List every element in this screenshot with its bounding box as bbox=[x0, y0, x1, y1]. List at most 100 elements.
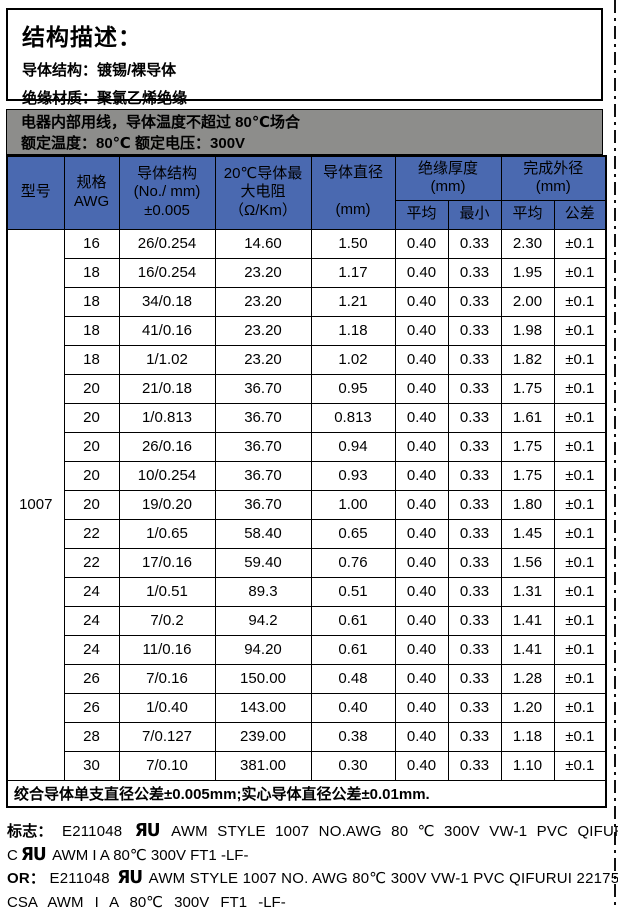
cell-awg: 18 bbox=[64, 345, 119, 374]
cell-od-avg: 1.28 bbox=[501, 664, 554, 693]
cell-resistance: 150.00 bbox=[215, 664, 311, 693]
cell-awg: 22 bbox=[64, 548, 119, 577]
cell-od-tol: ±0.1 bbox=[554, 577, 606, 606]
cell-diameter: 0.95 bbox=[311, 374, 395, 403]
cell-resistance: 36.70 bbox=[215, 461, 311, 490]
cell-od-tol: ±0.1 bbox=[554, 229, 606, 258]
table-row: 30 7/0.10 381.00 0.30 0.40 0.33 1.10 ±0.… bbox=[7, 751, 606, 780]
cell-resistance: 59.40 bbox=[215, 548, 311, 577]
cell-resistance: 239.00 bbox=[215, 722, 311, 751]
marking-label: 标志： bbox=[7, 823, 53, 840]
model-cell: 1007 bbox=[7, 229, 64, 780]
marking-text: AWM STYLE 1007 NO. AWG 80℃ 300V VW-1 PVC… bbox=[149, 870, 618, 887]
cell-diameter: 0.61 bbox=[311, 606, 395, 635]
cell-resistance: 36.70 bbox=[215, 403, 311, 432]
table-row: 20 26/0.16 36.70 0.94 0.40 0.33 1.75 ±0.… bbox=[7, 432, 606, 461]
table-row: 18 16/0.254 23.20 1.17 0.40 0.33 1.95 ±0… bbox=[7, 258, 606, 287]
table-row: 20 21/0.18 36.70 0.95 0.40 0.33 1.75 ±0.… bbox=[7, 374, 606, 403]
col-header-conductor-diameter: 导体直径 (mm) bbox=[311, 156, 395, 229]
table-row: 24 11/0.16 94.20 0.61 0.40 0.33 1.41 ±0.… bbox=[7, 635, 606, 664]
cell-od-avg: 1.20 bbox=[501, 693, 554, 722]
cell-od-tol: ±0.1 bbox=[554, 316, 606, 345]
cell-od-tol: ±0.1 bbox=[554, 606, 606, 635]
cell-awg: 22 bbox=[64, 519, 119, 548]
cell-ins-avg: 0.40 bbox=[395, 635, 448, 664]
cell-od-tol: ±0.1 bbox=[554, 374, 606, 403]
cul-prefix: C bbox=[7, 847, 18, 864]
ul-file-number: E211048 bbox=[49, 870, 109, 887]
usage-info-bar: 电器内部用线，导体温度不超过 80℃场合 额定温度：80℃ 额定电压：300V bbox=[6, 109, 603, 155]
cell-resistance: 23.20 bbox=[215, 258, 311, 287]
cell-od-tol: ±0.1 bbox=[554, 287, 606, 316]
cell-ins-min: 0.33 bbox=[448, 345, 501, 374]
cell-ins-min: 0.33 bbox=[448, 490, 501, 519]
cell-awg: 28 bbox=[64, 722, 119, 751]
cell-od-avg: 2.00 bbox=[501, 287, 554, 316]
ul-recognized-icon: ЯU bbox=[117, 866, 142, 891]
cell-awg: 24 bbox=[64, 635, 119, 664]
cell-od-avg: 1.31 bbox=[501, 577, 554, 606]
cell-diameter: 0.94 bbox=[311, 432, 395, 461]
cell-ins-min: 0.33 bbox=[448, 258, 501, 287]
cell-diameter: 0.65 bbox=[311, 519, 395, 548]
cell-structure: 17/0.16 bbox=[119, 548, 215, 577]
cell-awg: 16 bbox=[64, 229, 119, 258]
cell-od-avg: 1.98 bbox=[501, 316, 554, 345]
cell-ins-avg: 0.40 bbox=[395, 229, 448, 258]
cell-diameter: 1.02 bbox=[311, 345, 395, 374]
ul-file-number: E211048 bbox=[62, 823, 122, 840]
cell-awg: 20 bbox=[64, 432, 119, 461]
table-row: 18 1/1.02 23.20 1.02 0.40 0.33 1.82 ±0.1 bbox=[7, 345, 606, 374]
page-margin-dashed-line bbox=[614, 0, 616, 910]
col-header-max-resistance: 20℃导体最 大电阻 （Ω/Km） bbox=[215, 156, 311, 229]
cell-od-tol: ±0.1 bbox=[554, 693, 606, 722]
cell-ins-avg: 0.40 bbox=[395, 461, 448, 490]
cell-resistance: 36.70 bbox=[215, 432, 311, 461]
cell-ins-avg: 0.40 bbox=[395, 258, 448, 287]
col-header-conductor-structure: 导体结构 (No./ mm) ±0.005 bbox=[119, 156, 215, 229]
cell-ins-min: 0.33 bbox=[448, 432, 501, 461]
cell-ins-avg: 0.40 bbox=[395, 287, 448, 316]
section-title: 结构描述： bbox=[22, 18, 587, 52]
cell-ins-min: 0.33 bbox=[448, 606, 501, 635]
ul-recognized-icon: ЯU bbox=[135, 819, 160, 844]
cell-diameter: 1.17 bbox=[311, 258, 395, 287]
marking-text: AWM STYLE 1007 NO.AWG 80 ℃ 300V VW-1 PVC… bbox=[171, 823, 618, 840]
cell-structure: 26/0.254 bbox=[119, 229, 215, 258]
rating-line: 额定温度：80℃ 额定电压：300V bbox=[21, 133, 588, 154]
table-footnote: 绞合导体单支直径公差±0.005mm;实心导体直径公差±0.01mm. bbox=[7, 780, 606, 807]
cell-ins-avg: 0.40 bbox=[395, 432, 448, 461]
cell-awg: 26 bbox=[64, 664, 119, 693]
cell-resistance: 89.3 bbox=[215, 577, 311, 606]
cell-structure: 34/0.18 bbox=[119, 287, 215, 316]
cell-od-avg: 1.61 bbox=[501, 403, 554, 432]
cell-resistance: 143.00 bbox=[215, 693, 311, 722]
cell-od-tol: ±0.1 bbox=[554, 635, 606, 664]
col-header-insulation-average: 平均 bbox=[395, 200, 448, 229]
cell-diameter: 1.18 bbox=[311, 316, 395, 345]
or-label: OR： bbox=[7, 870, 45, 887]
cell-structure: 7/0.2 bbox=[119, 606, 215, 635]
cell-resistance: 58.40 bbox=[215, 519, 311, 548]
cell-resistance: 36.70 bbox=[215, 490, 311, 519]
table-row: 22 1/0.65 58.40 0.65 0.40 0.33 1.45 ±0.1 bbox=[7, 519, 606, 548]
cell-diameter: 0.38 bbox=[311, 722, 395, 751]
structure-description-box: 结构描述： 导体结构：镀锡/裸导体 绝缘材质：聚氯乙烯绝缘 bbox=[6, 8, 603, 101]
cell-diameter: 0.51 bbox=[311, 577, 395, 606]
cell-diameter: 0.48 bbox=[311, 664, 395, 693]
cell-ins-min: 0.33 bbox=[448, 693, 501, 722]
cell-awg: 18 bbox=[64, 316, 119, 345]
cell-resistance: 23.20 bbox=[215, 345, 311, 374]
cell-od-avg: 1.56 bbox=[501, 548, 554, 577]
table-row: 18 34/0.18 23.20 1.21 0.40 0.33 2.00 ±0.… bbox=[7, 287, 606, 316]
cell-od-avg: 1.82 bbox=[501, 345, 554, 374]
cell-od-avg: 1.75 bbox=[501, 432, 554, 461]
cell-structure: 10/0.254 bbox=[119, 461, 215, 490]
table-row: 22 17/0.16 59.40 0.76 0.40 0.33 1.56 ±0.… bbox=[7, 548, 606, 577]
cell-ins-avg: 0.40 bbox=[395, 548, 448, 577]
cell-resistance: 14.60 bbox=[215, 229, 311, 258]
cell-awg: 26 bbox=[64, 693, 119, 722]
cell-structure: 1/1.02 bbox=[119, 345, 215, 374]
cell-ins-avg: 0.40 bbox=[395, 374, 448, 403]
